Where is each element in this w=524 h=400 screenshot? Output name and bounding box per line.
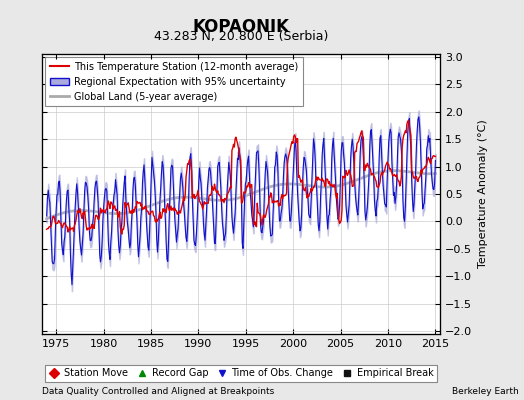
Legend: Station Move, Record Gap, Time of Obs. Change, Empirical Break: Station Move, Record Gap, Time of Obs. C… — [45, 364, 438, 382]
Text: 43.283 N, 20.800 E (Serbia): 43.283 N, 20.800 E (Serbia) — [154, 30, 328, 43]
Text: Berkeley Earth: Berkeley Earth — [452, 387, 519, 396]
Y-axis label: Temperature Anomaly (°C): Temperature Anomaly (°C) — [478, 120, 488, 268]
Text: KOPAONIK: KOPAONIK — [192, 18, 290, 36]
Text: Data Quality Controlled and Aligned at Breakpoints: Data Quality Controlled and Aligned at B… — [42, 387, 274, 396]
